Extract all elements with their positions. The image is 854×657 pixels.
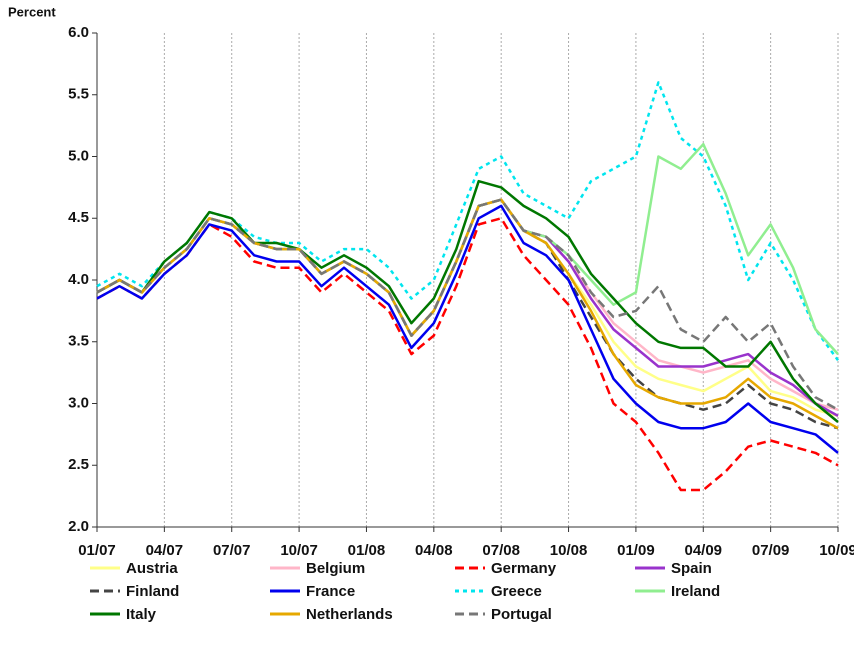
x-tick-label: 04/07 bbox=[146, 542, 184, 559]
y-tick-label: 4.0 bbox=[68, 271, 89, 288]
legend-label: Belgium bbox=[306, 560, 365, 577]
legend-label: Finland bbox=[126, 583, 179, 600]
line-series bbox=[96, 204, 839, 454]
y-tick-label: 6.0 bbox=[68, 24, 89, 41]
x-tick-label: 04/08 bbox=[415, 542, 453, 559]
y-tick-label: 3.0 bbox=[68, 394, 89, 411]
y-tick-label: 2.0 bbox=[68, 518, 89, 535]
line-series bbox=[96, 198, 839, 411]
legend-label: Spain bbox=[671, 560, 712, 577]
legend-label: Netherlands bbox=[306, 606, 393, 623]
x-tick-label: 07/07 bbox=[213, 542, 251, 559]
legend-label: Ireland bbox=[671, 583, 720, 600]
x-tick-label: 10/07 bbox=[280, 542, 318, 559]
x-tick-label: 01/08 bbox=[348, 542, 386, 559]
x-tick-label: 07/08 bbox=[482, 542, 520, 559]
line-series bbox=[96, 179, 839, 423]
x-tick-label: 10/09 bbox=[819, 542, 854, 559]
x-tick-label: 01/07 bbox=[78, 542, 116, 559]
x-tick-label: 04/09 bbox=[684, 542, 722, 559]
x-tick-label: 07/09 bbox=[752, 542, 790, 559]
y-tick-label: 3.5 bbox=[68, 333, 89, 350]
x-tick-label: 10/08 bbox=[550, 542, 588, 559]
y-tick-label: 2.5 bbox=[68, 456, 89, 473]
line-series bbox=[96, 217, 839, 492]
y-tick-label: 4.5 bbox=[68, 209, 89, 226]
y-tick-label: 5.0 bbox=[68, 147, 89, 164]
legend-label: Portugal bbox=[491, 606, 552, 623]
legend-label: Austria bbox=[126, 560, 178, 577]
legend-label: Germany bbox=[491, 560, 557, 577]
y-axis-label: Percent bbox=[8, 4, 56, 19]
line-series bbox=[96, 198, 839, 430]
line-series bbox=[96, 198, 839, 430]
y-tick-label: 5.5 bbox=[68, 86, 89, 103]
x-tick-label: 01/09 bbox=[617, 542, 655, 559]
legend-label: Greece bbox=[491, 583, 542, 600]
legend-label: Italy bbox=[126, 606, 157, 623]
legend-label: France bbox=[306, 583, 355, 600]
